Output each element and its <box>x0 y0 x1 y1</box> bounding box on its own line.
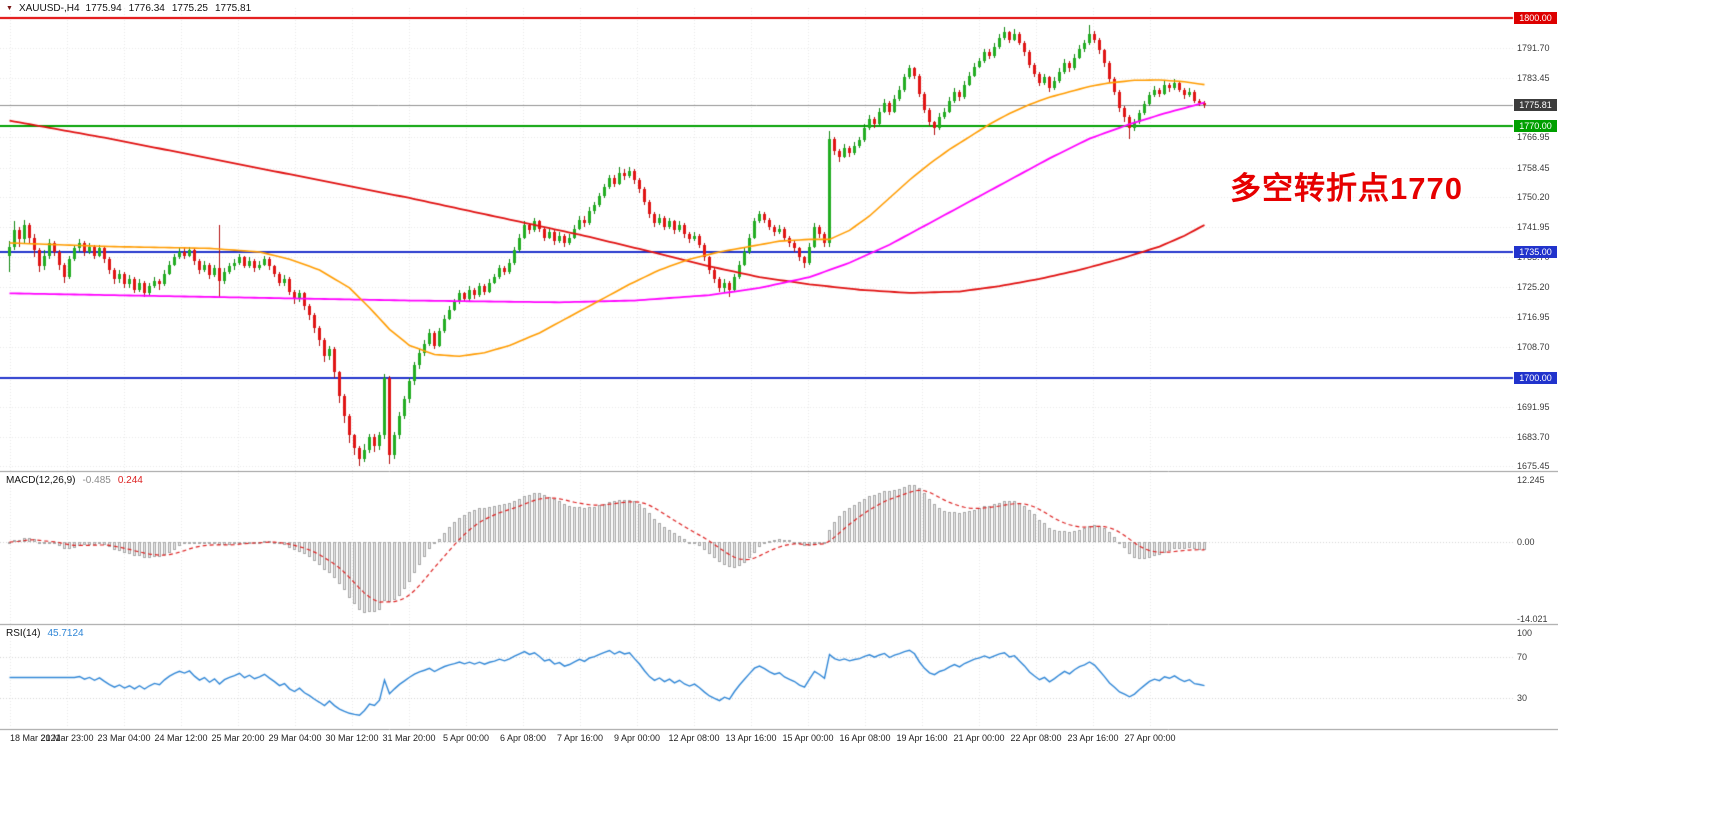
ohlc-open: 1775.94 <box>85 3 122 14</box>
annotation-text: 多空转折点1770 <box>1230 171 1463 206</box>
ohlc-high: 1776.34 <box>128 3 165 14</box>
macd-signal-value: 0.244 <box>117 475 143 486</box>
ohlc-low: 1775.25 <box>171 3 208 14</box>
rsi-value: 45.7124 <box>47 628 84 639</box>
ohlc-values: 1775.94 1776.34 1775.25 1775.81 <box>86 3 252 14</box>
rsi-indicator-label: RSI(14) 45.7124 <box>6 628 84 639</box>
ohlc-close: 1775.81 <box>214 3 252 14</box>
chart-window: ▼ XAUUSD-,H4 1775.94 1776.34 1775.25 177… <box>0 0 1558 750</box>
macd-main-value: -0.485 <box>82 475 111 486</box>
macd-name: MACD(12,26,9) <box>6 475 76 486</box>
rsi-name: RSI(14) <box>6 628 41 639</box>
symbol-period-label: XAUUSD-,H4 <box>18 3 80 14</box>
chart-title-bar: ▼ XAUUSD-,H4 1775.94 1776.34 1775.25 177… <box>6 3 251 14</box>
macd-indicator-label: MACD(12,26,9) -0.485 0.244 <box>6 475 143 486</box>
chart-canvas[interactable] <box>0 0 1558 750</box>
collapse-arrow-icon[interactable]: ▼ <box>6 5 13 12</box>
